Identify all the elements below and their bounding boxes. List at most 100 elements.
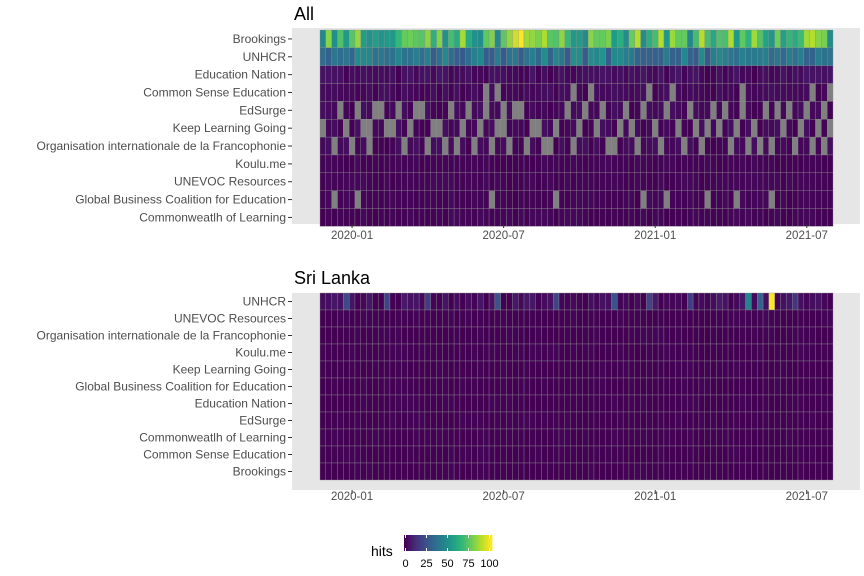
heatmap-cell: [430, 428, 437, 447]
heatmap-cell: [448, 47, 455, 66]
heatmap-cell: [628, 190, 635, 209]
heatmap-cell: [535, 136, 542, 156]
heatmap-cell: [786, 65, 793, 84]
heatmap-cell: [622, 462, 630, 481]
heatmap-cell: [762, 83, 770, 102]
heatmap-cell: [593, 309, 600, 328]
heatmap-cell: [622, 292, 630, 311]
heatmap-cell: [617, 326, 624, 345]
heatmap-cell: [366, 29, 373, 49]
heatmap-cell: [716, 411, 723, 430]
heatmap-cell: [325, 47, 332, 66]
heatmap-cell: [331, 377, 338, 396]
heatmap-cell: [488, 136, 496, 156]
heatmap-cell: [500, 292, 507, 311]
heatmap-cell: [640, 394, 647, 413]
heatmap-cell: [809, 309, 816, 328]
heatmap-cell: [809, 172, 816, 191]
heatmap-cell: [587, 309, 595, 328]
heatmap-cell: [319, 136, 327, 156]
heatmap-cell: [337, 172, 344, 191]
heatmap-cell: [640, 292, 647, 311]
heatmap-cell: [471, 101, 478, 120]
heatmap-cell: [605, 343, 612, 362]
heatmap-cell: [395, 343, 402, 362]
heatmap-cell: [628, 411, 635, 430]
heatmap-cell: [675, 190, 682, 209]
heatmap-cell: [792, 428, 799, 447]
heatmap-cell: [727, 190, 735, 209]
heatmap-cell: [442, 292, 449, 311]
heatmap-cell: [587, 47, 595, 66]
heatmap-cell: [617, 136, 624, 156]
heatmap-cell: [570, 172, 577, 191]
heatmap-cell: [605, 29, 612, 49]
heatmap-cell: [325, 83, 332, 102]
heatmap-cell: [687, 172, 694, 191]
heatmap-cell: [611, 360, 618, 379]
heatmap-cell: [523, 428, 531, 447]
heatmap-cell: [768, 208, 775, 227]
heatmap-cell: [366, 343, 373, 362]
heatmap-cell: [617, 428, 624, 447]
heatmap-cell: [792, 83, 799, 102]
heatmap-cell: [319, 47, 327, 66]
heatmap-cell: [541, 292, 548, 311]
heatmap-cell: [331, 136, 338, 156]
heatmap-cell: [430, 394, 437, 413]
heatmap-cell: [558, 462, 566, 481]
heatmap-cell: [523, 326, 531, 345]
heatmap-cell: [483, 462, 490, 481]
heatmap-cell: [611, 326, 618, 345]
heatmap-cell: [593, 101, 600, 120]
heatmap-cell: [797, 65, 805, 84]
heatmap-cell: [792, 394, 799, 413]
heatmap-cell: [797, 445, 805, 464]
heatmap-cell: [465, 309, 472, 328]
heatmap-cell: [582, 326, 589, 345]
heatmap-cell: [477, 377, 484, 396]
heatmap-cell: [576, 172, 583, 191]
heatmap-cell: [541, 343, 548, 362]
heatmap-cell: [797, 309, 805, 328]
heatmap-cell: [407, 208, 414, 227]
heatmap-cell: [570, 343, 577, 362]
heatmap-cell: [768, 462, 775, 481]
heatmap-cell: [710, 462, 717, 481]
heatmap-cell: [518, 309, 525, 328]
heatmap-cell: [570, 462, 577, 481]
legend-tick-label: 75: [462, 558, 474, 570]
heatmap-cell: [506, 411, 513, 430]
heatmap-cell: [401, 377, 408, 396]
heatmap-cell: [477, 101, 484, 120]
heatmap-cell: [617, 65, 624, 84]
heatmap-cell: [599, 172, 606, 191]
heatmap-cell: [558, 377, 566, 396]
heatmap-cell: [605, 154, 612, 173]
heatmap-cell: [716, 208, 723, 227]
heatmap-cell: [803, 208, 810, 227]
heatmap-cell: [611, 83, 618, 102]
heatmap-cell: [430, 292, 437, 311]
heatmap-cell: [401, 101, 408, 120]
heatmap-cell: [681, 101, 688, 120]
heatmap-cell: [372, 326, 379, 345]
heatmap-cell: [378, 83, 385, 102]
heatmap-cell: [657, 47, 665, 66]
heatmap-cell: [547, 83, 554, 102]
heatmap-cell: [762, 136, 770, 156]
heatmap-cell: [727, 83, 735, 102]
heatmap-cell: [762, 445, 770, 464]
heatmap-cell: [646, 326, 653, 345]
heatmap-cell: [593, 360, 600, 379]
heatmap-cell: [523, 119, 531, 138]
x-tick-label: 2021-01: [634, 491, 676, 503]
heatmap-cell: [325, 29, 332, 49]
heatmap-cell: [413, 101, 420, 120]
heatmap-cell: [360, 47, 367, 66]
heatmap-cell: [488, 377, 496, 396]
heatmap-cell: [523, 309, 531, 328]
heatmap-cell: [739, 462, 746, 481]
heatmap-cell: [622, 428, 630, 447]
heatmap-cell: [774, 83, 781, 102]
